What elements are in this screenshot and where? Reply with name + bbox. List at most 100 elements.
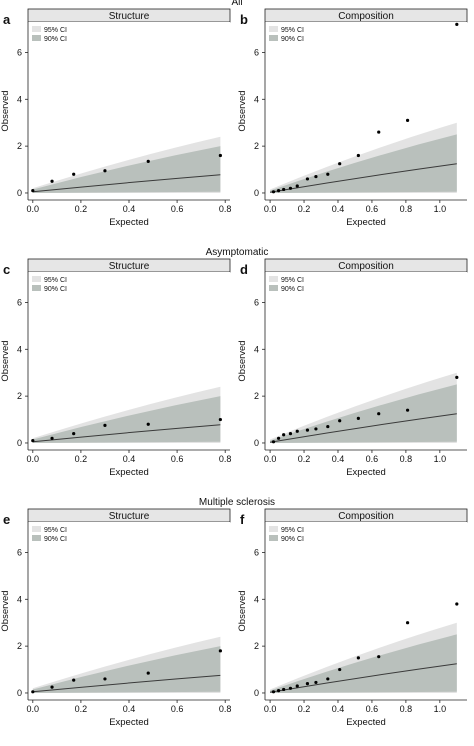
data-point <box>282 433 286 437</box>
y-tick-label: 6 <box>17 297 22 307</box>
y-tick-label: 4 <box>254 344 259 354</box>
data-point <box>276 436 281 440</box>
legend-swatch-ci95 <box>32 526 41 532</box>
data-point <box>288 686 293 690</box>
data-point <box>314 427 318 431</box>
chart-svg-b: Composition b 0.0 0.2 0.4 0.6 0.8 1.0 0 2 4 6 Expect… <box>237 8 468 228</box>
y-tick-label: 0 <box>254 188 259 198</box>
data-point <box>218 649 222 653</box>
x-tick-label: 1.0 <box>434 204 447 214</box>
data-point <box>288 432 293 436</box>
y-axis-label: Observed <box>237 90 248 131</box>
y-axis-label: Observed <box>237 590 248 631</box>
data-point <box>271 440 276 444</box>
x-tick-label: 0.2 <box>75 204 88 214</box>
x-tick-label: 0.4 <box>123 454 136 464</box>
data-point <box>50 436 54 440</box>
median-line <box>32 174 221 193</box>
data-point <box>31 690 35 694</box>
data-point <box>146 159 150 163</box>
data-point <box>377 655 381 659</box>
data-point <box>356 416 360 420</box>
panel-title: Structure <box>109 261 150 272</box>
x-tick-label: 0.8 <box>400 704 413 714</box>
y-tick-label: 0 <box>17 188 22 198</box>
data-point <box>50 179 54 183</box>
legend-label-ci90: 90% CI <box>281 286 304 293</box>
median-line <box>32 674 221 693</box>
x-tick-label: 0.8 <box>219 204 232 214</box>
ci90-band <box>32 396 221 443</box>
data-point <box>218 153 222 158</box>
legend-swatch-ci90 <box>269 35 278 41</box>
data-point <box>282 187 286 192</box>
data-point <box>72 432 76 436</box>
legend-label-ci90: 90% CI <box>281 536 304 543</box>
x-tick-label: 0.4 <box>332 704 345 714</box>
legend-swatch-ci90 <box>32 35 41 41</box>
data-point <box>338 162 342 166</box>
median-line <box>270 663 457 693</box>
data-point <box>377 130 381 134</box>
x-tick-label: 0.0 <box>27 204 40 214</box>
data-point <box>31 439 35 443</box>
y-tick-label: 6 <box>17 47 22 57</box>
chart-panel-c: Structure c 0.0 0.2 0.4 0.6 0.8 0 2 4 6 Expected Obs… <box>0 250 237 496</box>
x-tick-label: 0.6 <box>171 704 184 714</box>
data-point <box>282 687 286 692</box>
data-point <box>405 118 410 122</box>
x-tick-label: 0.4 <box>332 204 345 214</box>
data-point <box>305 428 310 432</box>
y-tick-label: 6 <box>254 297 259 307</box>
y-tick-label: 6 <box>17 547 22 557</box>
legend-label-ci95: 95% CI <box>44 27 67 34</box>
y-tick-label: 2 <box>254 641 259 651</box>
legend-label-ci95: 95% CI <box>281 277 304 284</box>
legend-label-ci95: 95% CI <box>44 527 67 534</box>
ci90-band <box>270 134 457 193</box>
y-tick-label: 4 <box>17 594 22 604</box>
y-tick-label: 0 <box>17 688 22 698</box>
legend-label-ci95: 95% CI <box>281 527 304 534</box>
data-point <box>305 682 310 686</box>
data-point <box>146 422 150 426</box>
legend-swatch-ci90 <box>269 285 278 291</box>
data-point <box>405 408 410 412</box>
x-tick-label: 0.2 <box>75 454 88 464</box>
y-tick-label: 2 <box>17 141 22 151</box>
legend-label-ci95: 95% CI <box>281 27 304 34</box>
panel-title: Structure <box>109 11 150 22</box>
legend-swatch-ci95 <box>269 276 278 282</box>
x-tick-label: 0.0 <box>27 704 40 714</box>
x-axis-label: Expected <box>346 717 386 728</box>
data-point <box>276 689 281 693</box>
x-tick-label: 0.2 <box>298 204 311 214</box>
data-point <box>405 621 410 625</box>
data-point <box>377 412 381 416</box>
x-tick-label: 0.2 <box>298 704 311 714</box>
row-title-all: All <box>231 0 243 8</box>
chart-panel-d: Composition d 0.0 0.2 0.4 0.6 0.8 1.0 0 2 4 6 Expect… <box>237 250 474 496</box>
y-axis-label: Observed <box>0 590 11 631</box>
data-point <box>50 685 54 689</box>
row-title-asymptomatic: Asymptomatic <box>205 247 269 258</box>
x-tick-label: 0.0 <box>264 204 277 214</box>
legend-swatch-ci90 <box>32 285 41 291</box>
x-tick-label: 0.8 <box>219 704 232 714</box>
data-point <box>295 184 299 188</box>
x-tick-label: 0.8 <box>400 204 413 214</box>
data-point <box>305 177 310 181</box>
panel-label: b <box>240 12 248 27</box>
data-point <box>326 677 330 681</box>
data-point <box>356 153 360 158</box>
panel-title: Structure <box>109 511 150 522</box>
y-tick-label: 2 <box>17 641 22 651</box>
data-point <box>295 429 299 433</box>
legend-swatch-ci95 <box>32 26 41 32</box>
legend-swatch-ci90 <box>269 535 278 541</box>
x-axis-label: Expected <box>346 217 386 228</box>
x-axis-label: Expected <box>346 467 386 478</box>
x-tick-label: 0.0 <box>264 454 277 464</box>
y-axis-label: Observed <box>0 340 11 381</box>
data-point <box>271 190 276 194</box>
